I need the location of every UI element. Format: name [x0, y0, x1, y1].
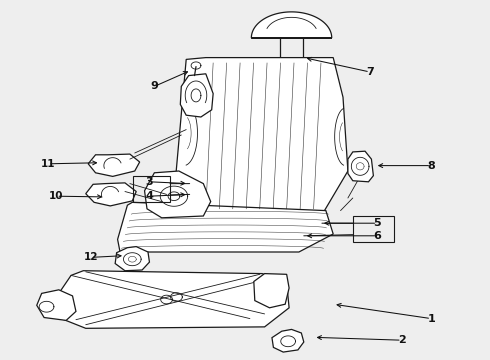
Text: 7: 7 [366, 67, 374, 77]
Polygon shape [115, 247, 149, 271]
Text: 4: 4 [146, 191, 153, 201]
Polygon shape [88, 154, 140, 176]
Text: 6: 6 [373, 231, 381, 241]
Text: 5: 5 [373, 218, 381, 228]
Polygon shape [86, 183, 136, 206]
Polygon shape [272, 329, 304, 352]
Polygon shape [37, 290, 76, 320]
Polygon shape [180, 74, 213, 117]
Polygon shape [174, 58, 348, 218]
Text: 8: 8 [427, 161, 435, 171]
Text: 1: 1 [427, 314, 435, 324]
Polygon shape [145, 171, 211, 218]
Text: 9: 9 [150, 81, 158, 91]
Text: 2: 2 [398, 335, 406, 345]
Polygon shape [254, 274, 289, 308]
Polygon shape [118, 202, 333, 252]
Text: 11: 11 [41, 159, 55, 169]
Polygon shape [348, 151, 373, 182]
Text: 12: 12 [83, 252, 98, 262]
Polygon shape [59, 271, 289, 328]
Polygon shape [251, 12, 332, 38]
Text: 10: 10 [49, 191, 64, 201]
Text: 3: 3 [146, 177, 153, 187]
